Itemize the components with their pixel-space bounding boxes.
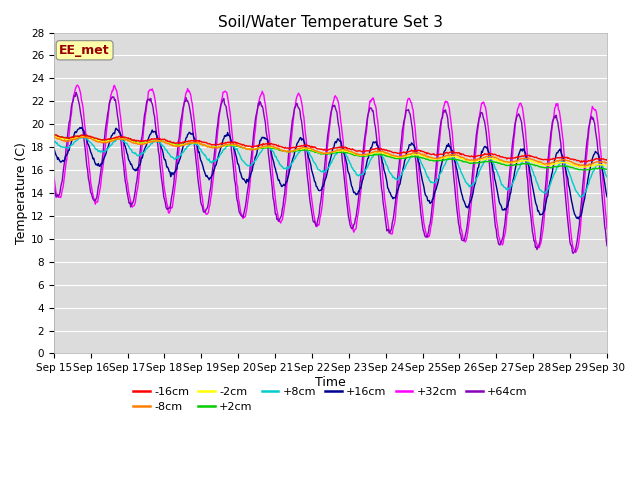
+16cm — [415, 159, 422, 165]
+8cm — [577, 194, 585, 200]
-8cm — [60, 138, 68, 144]
+32cm — [203, 212, 211, 217]
-2cm — [414, 152, 422, 158]
+32cm — [50, 174, 58, 180]
Text: EE_met: EE_met — [60, 44, 110, 57]
+8cm — [60, 144, 68, 150]
+2cm — [117, 135, 125, 141]
-2cm — [60, 136, 68, 142]
+2cm — [202, 143, 210, 148]
-2cm — [397, 154, 405, 160]
+16cm — [603, 194, 611, 200]
+32cm — [572, 250, 579, 255]
+2cm — [603, 167, 611, 172]
-2cm — [603, 163, 611, 169]
+8cm — [50, 138, 58, 144]
+8cm — [399, 170, 406, 176]
+32cm — [415, 163, 422, 169]
-8cm — [50, 134, 58, 140]
+64cm — [603, 243, 611, 249]
-16cm — [414, 148, 422, 154]
-16cm — [397, 150, 405, 156]
-8cm — [117, 136, 125, 142]
Line: +16cm: +16cm — [54, 128, 607, 219]
Title: Soil/Water Temperature Set 3: Soil/Water Temperature Set 3 — [218, 15, 443, 30]
+64cm — [399, 127, 406, 133]
-16cm — [60, 135, 68, 141]
+64cm — [203, 206, 211, 212]
+32cm — [60, 179, 68, 185]
+2cm — [397, 156, 405, 162]
+64cm — [72, 90, 80, 96]
+32cm — [118, 124, 125, 130]
+16cm — [118, 134, 125, 140]
-16cm — [603, 157, 611, 163]
+8cm — [203, 156, 211, 162]
-8cm — [603, 160, 611, 166]
+16cm — [174, 161, 182, 167]
+64cm — [50, 186, 58, 192]
+8cm — [80, 133, 88, 139]
-2cm — [581, 164, 589, 170]
Line: +64cm: +64cm — [54, 93, 607, 253]
+64cm — [60, 164, 68, 170]
+2cm — [414, 154, 422, 160]
+8cm — [415, 154, 422, 159]
+2cm — [60, 135, 68, 141]
Line: +8cm: +8cm — [54, 136, 607, 197]
Legend: -16cm, -8cm, -2cm, +2cm, +8cm, +16cm, +32cm, +64cm: -16cm, -8cm, -2cm, +2cm, +8cm, +16cm, +3… — [133, 386, 527, 412]
Line: -16cm: -16cm — [54, 134, 607, 162]
+32cm — [74, 83, 81, 88]
+32cm — [603, 226, 611, 232]
-16cm — [577, 159, 585, 165]
+8cm — [118, 137, 125, 143]
+16cm — [575, 216, 582, 222]
-2cm — [173, 142, 180, 148]
-8cm — [397, 153, 405, 159]
+64cm — [570, 251, 577, 256]
-16cm — [173, 140, 180, 146]
-16cm — [50, 132, 58, 137]
+16cm — [203, 173, 211, 179]
-2cm — [50, 133, 58, 139]
Line: +32cm: +32cm — [54, 85, 607, 252]
+16cm — [399, 169, 406, 175]
-16cm — [202, 140, 210, 145]
Y-axis label: Temperature (C): Temperature (C) — [15, 142, 28, 244]
-8cm — [582, 163, 589, 168]
+2cm — [50, 132, 58, 138]
+32cm — [399, 140, 406, 146]
Line: +2cm: +2cm — [54, 135, 607, 170]
Line: -8cm: -8cm — [54, 137, 607, 166]
X-axis label: Time: Time — [315, 376, 346, 389]
+32cm — [174, 159, 182, 165]
Line: -2cm: -2cm — [54, 136, 607, 167]
+16cm — [60, 158, 68, 164]
+64cm — [415, 186, 422, 192]
+8cm — [174, 154, 182, 159]
-8cm — [173, 143, 180, 149]
-2cm — [117, 135, 125, 141]
-16cm — [117, 134, 125, 140]
-2cm — [202, 143, 210, 148]
+64cm — [118, 143, 125, 148]
+64cm — [174, 147, 182, 153]
+8cm — [603, 174, 611, 180]
+16cm — [77, 125, 85, 131]
+16cm — [50, 145, 58, 151]
+2cm — [173, 142, 180, 147]
-8cm — [414, 150, 422, 156]
-8cm — [202, 143, 210, 149]
+2cm — [580, 167, 588, 173]
